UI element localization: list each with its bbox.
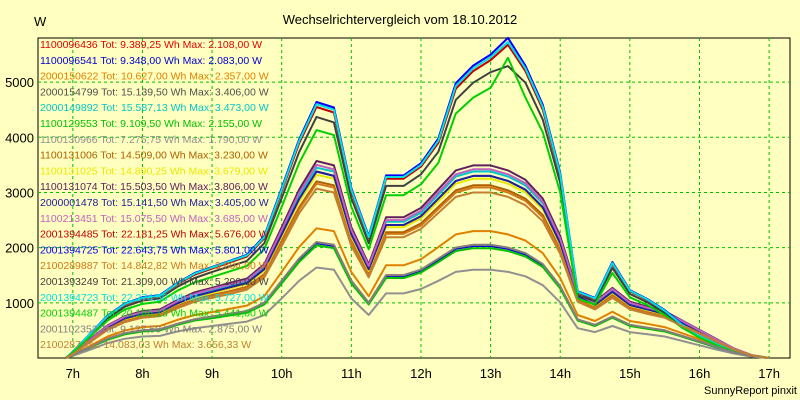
legend-entry: 2001393249 Tot: 21.309,00 Wh Max: 5.290,… — [40, 276, 269, 288]
x-tick-label: 14h — [549, 366, 571, 381]
y-tick-label: 5000 — [5, 75, 34, 90]
series-line — [65, 163, 770, 359]
y-unit-label: W — [34, 14, 47, 29]
legend: 1100096436 Tot: 9.389,25 Wh Max: 2.108,0… — [40, 39, 269, 351]
legend-entry: 2100289887 Tot: 14.842,82 Wh Max: 3.604,… — [40, 260, 269, 272]
series-lines — [65, 36, 770, 359]
y-tick-label: 4000 — [5, 130, 34, 145]
x-axis-ticks: 7h 8h 9h 10h 11h 12h 13h 14h 15h 16h 17h — [66, 366, 780, 381]
legend-entry: 2001394723 Tot: 22.274,50 Wh Max: 5.727,… — [40, 292, 269, 304]
series-line — [65, 65, 770, 359]
series-line — [65, 187, 770, 359]
legend-entry: 2001394487 Tot: 20.186,13 Wh Max: 5.441,… — [40, 308, 269, 320]
y-tick-label: 2000 — [5, 241, 34, 256]
series-line — [65, 182, 770, 359]
legend-entry: 1100213451 Tot: 15.075,50 Wh Max: 3.685,… — [40, 213, 268, 225]
legend-entry: 1100096541 Tot: 9.348,00 Wh Max: 2.083,0… — [40, 55, 262, 67]
x-tick-label: 13h — [480, 366, 502, 381]
x-tick-label: 11h — [341, 366, 362, 381]
y-tick-label: 1000 — [5, 296, 34, 311]
y-tick-label: 3000 — [5, 185, 34, 200]
x-tick-label: 16h — [689, 366, 711, 381]
legend-entry: 1100130966 Tot: 7.275,75 Wh Max: 1.790,0… — [40, 134, 262, 146]
chart-title: Wechselrichtervergleich vom 18.10.2012 — [283, 12, 518, 27]
series-line — [65, 56, 770, 359]
series-line — [65, 227, 770, 359]
x-tick-label: 9h — [205, 366, 219, 381]
plot-frame — [37, 37, 791, 359]
series-line — [65, 170, 770, 359]
legend-entry: 2000150622 Tot: 10.627,00 Wh Max: 2.357,… — [40, 71, 269, 83]
plot-area: 1100096436 Tot: 9.389,25 Wh Max: 2.108,0… — [37, 36, 791, 359]
x-tick-label: 7h — [66, 366, 80, 381]
series-line — [65, 41, 770, 359]
legend-entry: 2100287 Tot: 14.083,03 Wh Max: 3.656,33 … — [40, 339, 251, 351]
legend-entry: 2001102352 Tot: 9.127,50 Wh Max: 2.875,0… — [40, 323, 262, 335]
legend-entry: 1100131074 Tot: 15.503,50 Wh Max: 3.806,… — [40, 181, 268, 193]
x-tick-label: 8h — [135, 366, 149, 381]
series-line — [65, 244, 770, 359]
legend-entry: 2000154799 Tot: 15.139,50 Wh Max: 3.406,… — [40, 86, 269, 98]
legend-entry: 2000001478 Tot: 15.141,50 Wh Max: 3.405,… — [40, 197, 269, 209]
legend-entry: 1100131025 Tot: 14.890,25 Wh Max: 3.679,… — [40, 165, 268, 177]
series-line — [65, 266, 770, 359]
legend-entry: 2001394485 Tot: 22.181,25 Wh Max: 5.676,… — [40, 229, 269, 241]
series-line — [65, 241, 770, 359]
chart-footer: SunnyReport pinxit — [704, 385, 797, 397]
legend-entry: 2000149892 Tot: 15.587,13 Wh Max: 3.473,… — [40, 102, 269, 114]
legend-entry: 1100129553 Tot: 9.109,50 Wh Max: 2.155,0… — [40, 118, 262, 130]
x-tick-label: 12h — [410, 366, 432, 381]
legend-entry: 2001394725 Tot: 22.643,75 Wh Max: 5.801,… — [40, 244, 269, 256]
legend-entry: 1100131006 Tot: 14.509,00 Wh Max: 3.230,… — [40, 150, 268, 162]
x-tick-label: 17h — [758, 366, 780, 381]
x-tick-label: 10h — [271, 366, 293, 381]
x-tick-label: 15h — [619, 366, 641, 381]
legend-entry: 1100096436 Tot: 9.389,25 Wh Max: 2.108,0… — [40, 39, 262, 51]
y-axis-ticks: 1000 2000 3000 4000 5000 — [5, 75, 34, 311]
